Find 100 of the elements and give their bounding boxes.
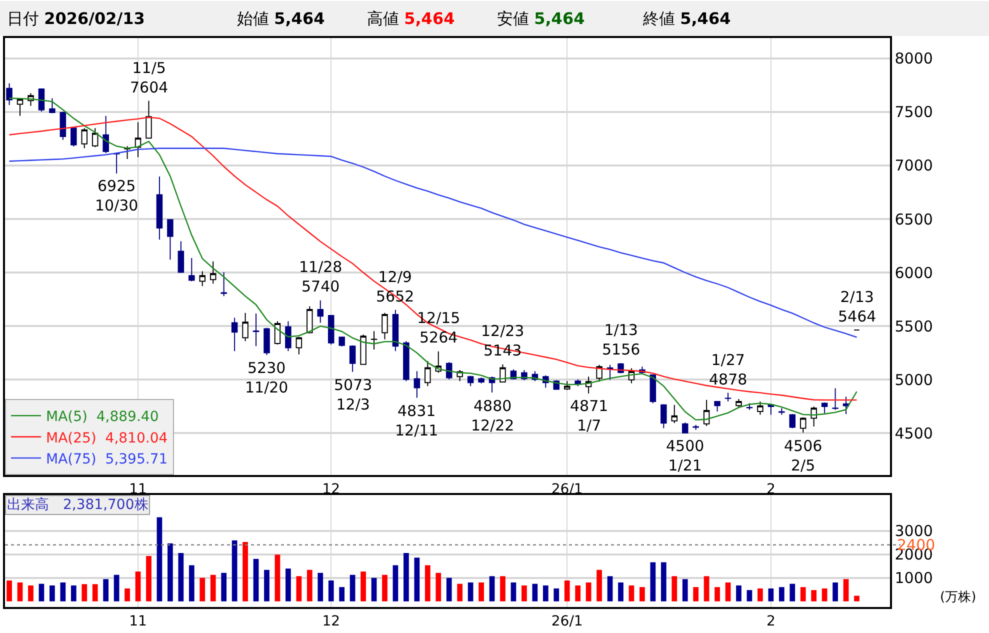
candlestick bbox=[424, 360, 431, 387]
candlestick bbox=[800, 416, 806, 434]
annotation: 出来高 2,381,700株 bbox=[7, 497, 148, 513]
candlestick bbox=[264, 327, 270, 356]
bar bbox=[253, 558, 259, 602]
candlestick bbox=[789, 413, 796, 429]
bar bbox=[296, 576, 302, 602]
candlestick bbox=[6, 82, 12, 106]
y-tick-label: 7000 bbox=[894, 156, 933, 175]
bar bbox=[286, 568, 291, 602]
annotation: 2/13 5464 bbox=[838, 288, 876, 326]
text: 高値 5,464 bbox=[367, 9, 455, 28]
bar bbox=[468, 582, 474, 602]
annotation: 4500 1/21 bbox=[666, 437, 704, 474]
candlestick bbox=[60, 111, 66, 140]
candlestick bbox=[338, 336, 345, 347]
bar bbox=[360, 572, 366, 602]
x-tick-label: 12 bbox=[322, 614, 340, 630]
text: 日付 2026/02/13 bbox=[7, 9, 145, 28]
bar bbox=[114, 574, 120, 602]
candlestick bbox=[810, 406, 817, 427]
bar bbox=[660, 562, 666, 602]
candlestick bbox=[671, 404, 678, 424]
candlestick bbox=[596, 364, 602, 382]
candlestick bbox=[500, 364, 506, 383]
legend-label: MA(5) 4,889.40 bbox=[46, 409, 159, 426]
bar bbox=[146, 556, 152, 602]
annotation: 4831 12/11 bbox=[395, 402, 438, 440]
bar bbox=[822, 588, 828, 602]
candlestick bbox=[81, 128, 88, 149]
x-tick-label: 2 bbox=[766, 614, 776, 630]
bar bbox=[38, 584, 44, 602]
candlestick bbox=[285, 320, 292, 352]
bar bbox=[446, 578, 452, 602]
annotation: 11/28 5740 bbox=[299, 258, 342, 296]
bar bbox=[500, 576, 506, 602]
x-tick-label: 26/1 bbox=[551, 614, 583, 630]
y-tick-label: 6500 bbox=[894, 210, 933, 228]
bar bbox=[554, 588, 560, 602]
bar bbox=[618, 582, 624, 602]
bar bbox=[746, 590, 752, 602]
candlestick bbox=[178, 240, 184, 274]
candlestick bbox=[167, 219, 174, 260]
x-tick-label: 11 bbox=[129, 614, 147, 630]
candlestick bbox=[328, 315, 334, 345]
bar bbox=[790, 584, 796, 602]
annotation: 1/13 5156 bbox=[602, 321, 640, 358]
candlestick bbox=[146, 100, 152, 139]
legend-label: MA(25) 4,810.04 bbox=[46, 430, 168, 446]
bar bbox=[392, 565, 398, 602]
candlestick bbox=[832, 388, 838, 410]
y-tick-label: 6000 bbox=[894, 264, 933, 282]
annotation: 5230 11/20 bbox=[245, 359, 288, 396]
candlestick bbox=[660, 404, 667, 429]
bar bbox=[575, 585, 581, 602]
candlestick bbox=[703, 399, 710, 426]
annotation: 4880 12/22 bbox=[471, 397, 514, 434]
candlestick bbox=[102, 115, 109, 154]
bar bbox=[103, 579, 109, 602]
candlestick bbox=[49, 98, 56, 114]
bar bbox=[60, 582, 66, 602]
bar bbox=[704, 576, 710, 602]
candlestick bbox=[113, 152, 120, 174]
bar bbox=[436, 572, 442, 602]
candlestick bbox=[156, 176, 163, 240]
bar bbox=[811, 590, 817, 602]
candlestick bbox=[842, 396, 850, 414]
bar bbox=[542, 585, 548, 602]
bar bbox=[221, 572, 227, 602]
candlestick bbox=[414, 370, 420, 398]
bar bbox=[714, 587, 720, 602]
candlestick bbox=[714, 400, 720, 412]
candlestick bbox=[231, 317, 238, 352]
text: 始値 5,464 bbox=[237, 9, 325, 28]
bar bbox=[628, 585, 634, 602]
bar bbox=[328, 580, 334, 602]
candlestick bbox=[382, 312, 388, 340]
bar bbox=[768, 588, 774, 602]
bar bbox=[404, 552, 409, 602]
candlestick bbox=[778, 408, 785, 416]
candlestick bbox=[478, 377, 484, 384]
candlestick bbox=[564, 380, 570, 390]
bar bbox=[188, 565, 194, 602]
text: 安値 5,464 bbox=[497, 9, 585, 28]
candlestick bbox=[736, 398, 742, 409]
bar bbox=[758, 588, 763, 602]
bar bbox=[210, 574, 216, 602]
candlestick bbox=[306, 306, 313, 334]
bar bbox=[693, 587, 699, 602]
bar bbox=[650, 562, 656, 602]
legend-label: MA(75) 5,395.71 bbox=[46, 451, 168, 468]
candlestick bbox=[360, 334, 366, 366]
bar bbox=[725, 582, 731, 602]
candlestick bbox=[220, 272, 227, 297]
bar bbox=[382, 574, 388, 602]
annotation: 5073 12/3 bbox=[334, 376, 372, 414]
bar bbox=[28, 585, 34, 602]
text: 終値 5,464 bbox=[642, 9, 731, 28]
annotation: 4871 1/7 bbox=[570, 397, 608, 434]
bar bbox=[92, 584, 98, 602]
